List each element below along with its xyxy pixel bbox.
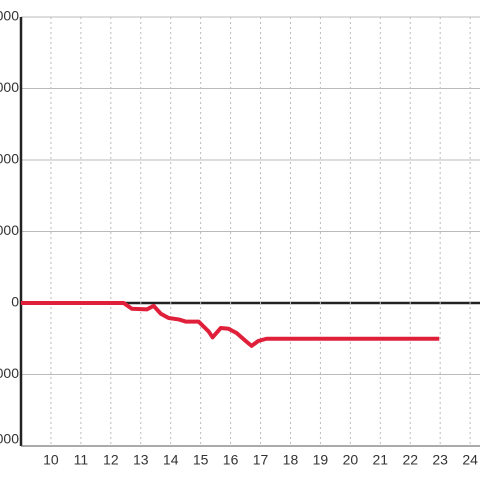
y-tick-label: 0: [11, 294, 19, 310]
y-tick-label: 10,000: [0, 222, 19, 238]
y-tick-label: 20,000: [0, 151, 19, 167]
x-tick-label: 23: [432, 452, 448, 468]
x-tick-label: 17: [253, 452, 269, 468]
y-tick-label: -10,000: [0, 365, 19, 381]
y-tick-label: 30,000: [0, 79, 19, 95]
x-tick-label: 11: [74, 452, 89, 468]
line: [21, 301, 440, 348]
y-tick-label: -20,000: [0, 431, 19, 447]
x-tick-label: 12: [103, 452, 119, 468]
x-tick-label: 20: [343, 452, 359, 468]
x-tick-label: 16: [223, 452, 239, 468]
x-tick-label: 22: [402, 452, 418, 468]
x-tick-label: 15: [193, 452, 209, 468]
x-tick-label: 19: [313, 452, 329, 468]
x-tick-label: 13: [133, 452, 149, 468]
x-tick-label: 10: [43, 452, 59, 468]
x-tick-label: 24: [462, 452, 478, 468]
x-tick-label: 14: [163, 452, 179, 468]
y-tick-label: 40,000: [0, 8, 19, 24]
x-tick-label: 18: [283, 452, 299, 468]
x-tick-label: 21: [373, 452, 389, 468]
